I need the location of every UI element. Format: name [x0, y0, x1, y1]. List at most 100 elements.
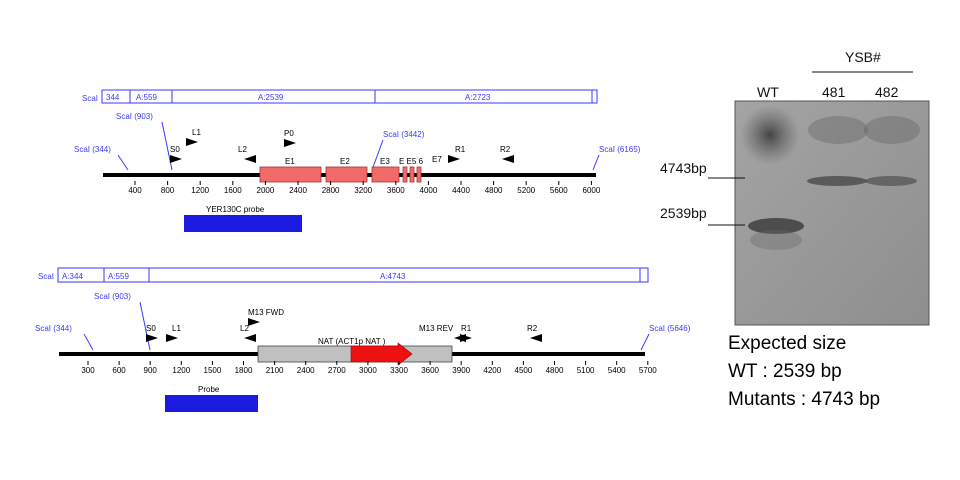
gel-group-label: YSB#: [845, 49, 881, 65]
map2-tick-label: 3900: [452, 366, 470, 375]
map2-tick-label: 900: [144, 366, 158, 375]
map2-probe-bar: [165, 395, 258, 412]
map1-site-903-label: ScaI (903): [116, 112, 153, 121]
map1-primer-s0-arrow: [170, 155, 182, 163]
gel-lane-482-label: 482: [875, 84, 899, 100]
map2-tick-label: 4500: [515, 366, 533, 375]
gel-marker-4743-label: 4743bp: [660, 160, 707, 176]
map1-primer-s0-label: S0: [170, 145, 180, 154]
map1-tick-label: 5600: [550, 186, 568, 195]
map1-primer-r1-arrow: [448, 155, 460, 163]
map2-primer-l1-label: L1: [172, 324, 181, 333]
southern-blot-gel: YSB# WT 481 482 4743bp 2539bp: [660, 49, 930, 326]
map2-primer-m13rev-label: M13 REV: [419, 324, 454, 333]
map2-probe-label: Probe: [198, 385, 220, 394]
map2-primer-s0-arrow: [146, 334, 158, 342]
map1-site-3442-label: ScaI (3442): [383, 130, 425, 139]
map1-tick-label: 2800: [322, 186, 340, 195]
map2-tick-label: 5400: [608, 366, 626, 375]
map1-exon-e3: [371, 166, 400, 183]
map1-tick-label: 4400: [452, 186, 470, 195]
map1-primers: S0 L1 L2 P0 E7 R1 R2: [170, 128, 514, 164]
map1-exon-e4: [402, 166, 408, 183]
map2-tick-label: 3000: [359, 366, 377, 375]
map1-frag-outline: [101, 89, 598, 104]
gel-481-band-4743: [807, 176, 867, 186]
map2-act1p-arrow: [350, 342, 413, 366]
map1-frag-cell-1: 344: [106, 93, 120, 102]
map2-tick-label: 3300: [390, 366, 408, 375]
map1-primer-e7-label: E7: [432, 155, 442, 164]
map1-exon-e2-label: E2: [340, 157, 350, 166]
map2-tick-label: 1500: [204, 366, 222, 375]
map1-tick-label: 6000: [583, 186, 601, 195]
map1-primer-p0-arrow: [284, 139, 296, 147]
map2-tick-label: 1800: [235, 366, 253, 375]
map2-primer-m13fwd-arrow: [248, 318, 260, 326]
map2-axis-ticks: 300 600 900 1200 1500 1800 2100 2400 2700 3000 330…: [81, 361, 657, 375]
map2-primer-l2-label: L2: [240, 324, 249, 333]
map1-exon-e6: [416, 166, 422, 183]
map2-frag-cell-2: A:559: [108, 272, 129, 281]
map2-tick-label: 600: [112, 366, 126, 375]
map2-frag-cell-1: A:344: [62, 272, 83, 281]
map2-primer-r1-label: R1: [461, 324, 472, 333]
map2-tick-label: 3600: [421, 366, 439, 375]
map1-fragment-box: ScaI 344 A:559 A:2539 A:2723: [82, 89, 598, 104]
map1-tick-label: 3600: [387, 186, 405, 195]
gel-wt-band-2539: [748, 218, 804, 234]
map1-primer-l2-arrow: [244, 155, 256, 163]
map2-tick-label: 4200: [483, 366, 501, 375]
map1-probe-bar: [184, 215, 302, 232]
map1-primer-l2-label: L2: [238, 145, 247, 154]
map1-tick-label: 4800: [485, 186, 503, 195]
map2-primer-r2-arrow: [530, 334, 542, 342]
map2-restriction-sites: ScaI (344) ScaI (903) ScaI (5646): [35, 292, 691, 351]
map2-primer-l2-arrow: [244, 334, 256, 342]
map1-tick-label: 1600: [224, 186, 242, 195]
map1-primer-l1-arrow: [186, 138, 198, 146]
map1-tick-label: 4000: [420, 186, 438, 195]
map1-exon-e1-label: E1: [285, 157, 295, 166]
map1-restriction-sites: ScaI (344) ScaI (903) ScaI (3442) ScaI (…: [74, 112, 641, 171]
map1-tick-label: 5200: [517, 186, 535, 195]
map2-tick-label: 2700: [328, 366, 346, 375]
map1-site-6165-label: ScaI (6165): [599, 145, 641, 154]
map1-frag-cell-4: A:2723: [465, 93, 491, 102]
map1-tick-label: 2000: [257, 186, 275, 195]
map1-frag-cell-3: A:2539: [258, 93, 284, 102]
gel-482-band-4743: [865, 176, 917, 186]
map2-tick-label: 5100: [577, 366, 595, 375]
map2-fragment-box: ScaI A:344 A:559 A:4743: [38, 267, 649, 283]
map1-primer-l1-label: L1: [192, 128, 201, 137]
gel-wt-top-smear: [740, 105, 800, 165]
map2-primer-s0-label: S0: [146, 324, 156, 333]
map1-frag-cell-2: A:559: [136, 93, 157, 102]
map1-frag-scal-label: ScaI: [82, 94, 98, 103]
gel-lane-481-label: 481: [822, 84, 846, 100]
map1-tick-label: 2400: [289, 186, 307, 195]
map2-site-903-label: ScaI (903): [94, 292, 131, 301]
map2-tick-label: 1200: [172, 366, 190, 375]
map1-exon-e3-label: E3: [380, 157, 390, 166]
map1-primer-r2-arrow: [502, 155, 514, 163]
map1-axis-ticks: 400 800 1200 1600 2000 2400 2800 3200 3600 4000 44…: [128, 181, 601, 195]
map2-tick-label: 2400: [297, 366, 315, 375]
map2-tick-label: 5700: [639, 366, 657, 375]
map1-exon-e4-e6-label: E E5 6: [399, 157, 424, 166]
map1-exons: E1 E2 E3 E E5 6: [259, 157, 424, 183]
map1-tick-label: 1200: [191, 186, 209, 195]
map2-tick-label: 2100: [266, 366, 284, 375]
map1-exon-e5: [409, 166, 415, 183]
map2-site-344-label: ScaI (344): [35, 324, 72, 333]
gel-marker-2539-label: 2539bp: [660, 205, 707, 221]
map2-nat-cassette: NAT (ACT1p NAT ): [257, 337, 453, 366]
expected-size-mutants: Mutants : 4743 bp: [728, 389, 881, 410]
map2-tick-label: 4800: [546, 366, 564, 375]
map2-nat-label: NAT (ACT1p NAT ): [318, 337, 386, 346]
map2-site-5646-label: ScaI (5646): [649, 324, 691, 333]
map2-frag-outline: [57, 267, 649, 283]
map2-primer-l1-arrow: [166, 334, 178, 342]
map1-primer-r2-label: R2: [500, 145, 511, 154]
